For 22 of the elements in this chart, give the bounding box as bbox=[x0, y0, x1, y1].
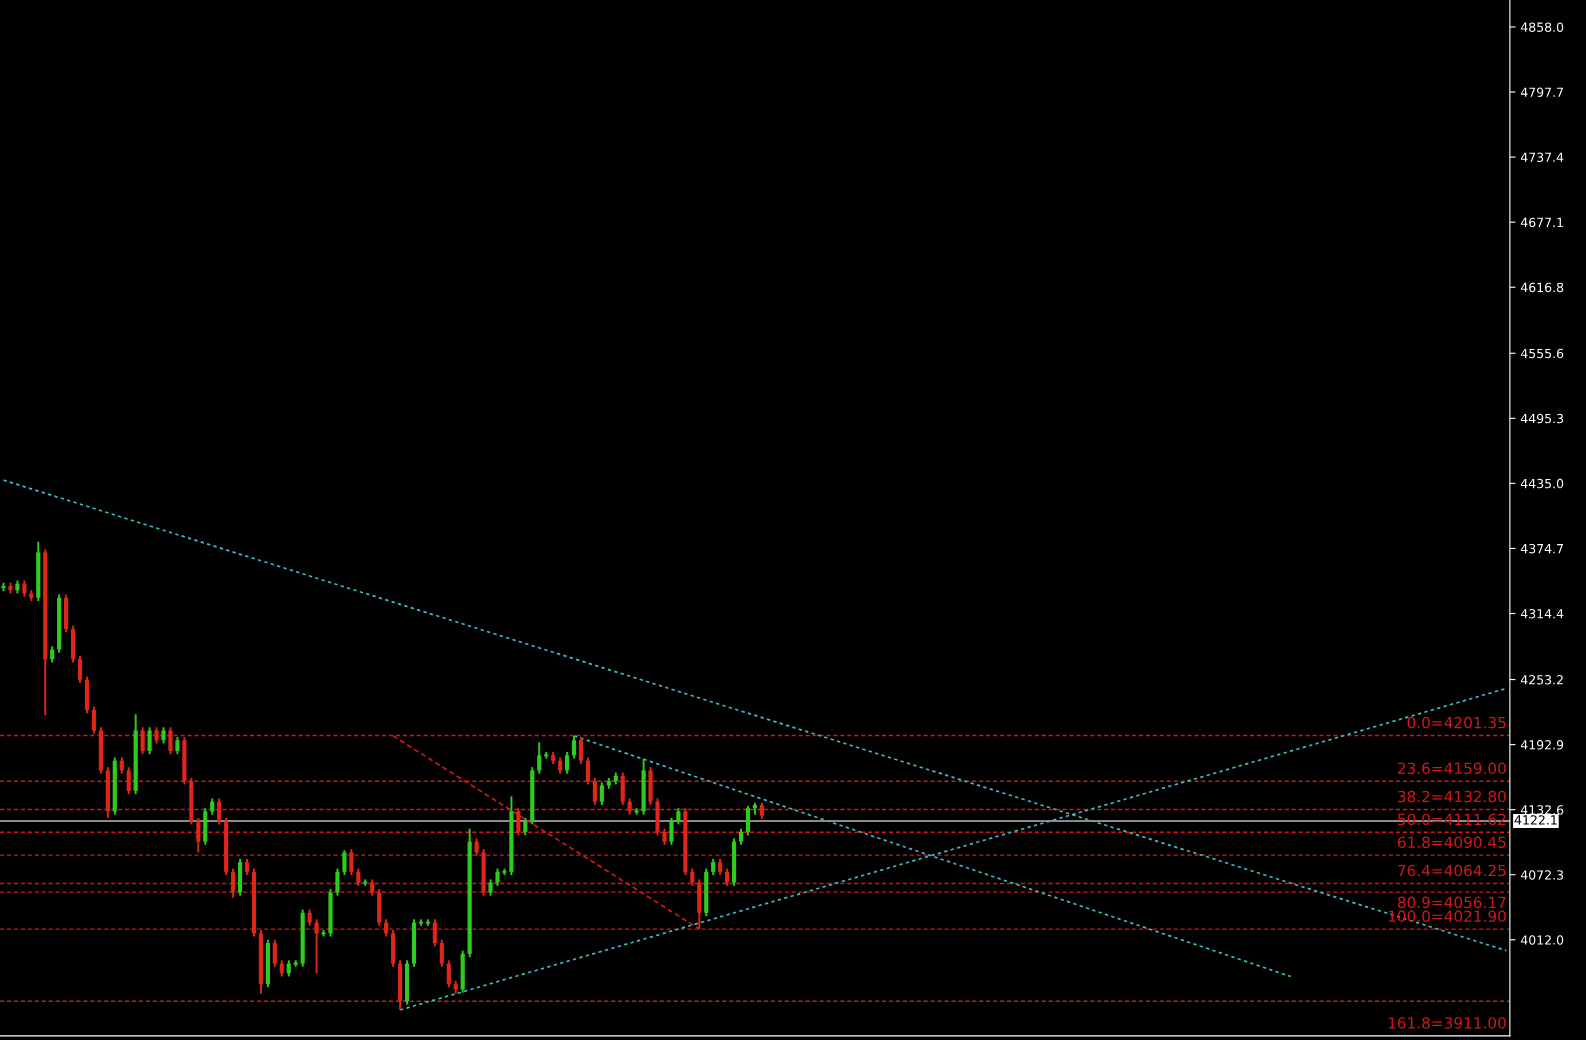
ref-line-label: 76.4=4064.25 bbox=[1398, 864, 1506, 877]
ref-line-label: 0.0=4201.35 bbox=[1407, 716, 1506, 729]
y-tick-label: 4435.0 bbox=[1520, 478, 1564, 489]
y-tick-label: 4616.8 bbox=[1520, 282, 1564, 293]
y-tick-label: 4253.2 bbox=[1520, 675, 1563, 685]
y-tick-label: 4555.6 bbox=[1520, 348, 1564, 359]
y-tick-label: 4737.4 bbox=[1520, 152, 1564, 163]
y-tick-label: 4192.9 bbox=[1520, 740, 1564, 750]
annotation: 161.8=3911.00 bbox=[1388, 1017, 1506, 1029]
ref-line-label: 100.0=4021.90 bbox=[1388, 910, 1506, 922]
y-tick-label: 4012.0 bbox=[1520, 935, 1564, 945]
y-tick-label: 4797.7 bbox=[1520, 87, 1563, 97]
y-tick-label: 4495.3 bbox=[1520, 413, 1564, 424]
y-tick-label: 4374.7 bbox=[1520, 543, 1563, 554]
ref-line-label: 80.9=4056.17 bbox=[1397, 896, 1506, 909]
ref-line-label: 38.2=4132.80 bbox=[1398, 790, 1506, 803]
ref-line-label: 23.6=4159.00 bbox=[1397, 762, 1506, 775]
y-tick-label: 4677.1 bbox=[1520, 217, 1563, 228]
y-tick-label: 4314.4 bbox=[1520, 608, 1564, 619]
ref-line-label: 61.8=4090.45 bbox=[1397, 836, 1506, 849]
y-tick-label: 4072.3 bbox=[1520, 870, 1564, 880]
y-tick-label: 4858.0 bbox=[1520, 22, 1564, 32]
